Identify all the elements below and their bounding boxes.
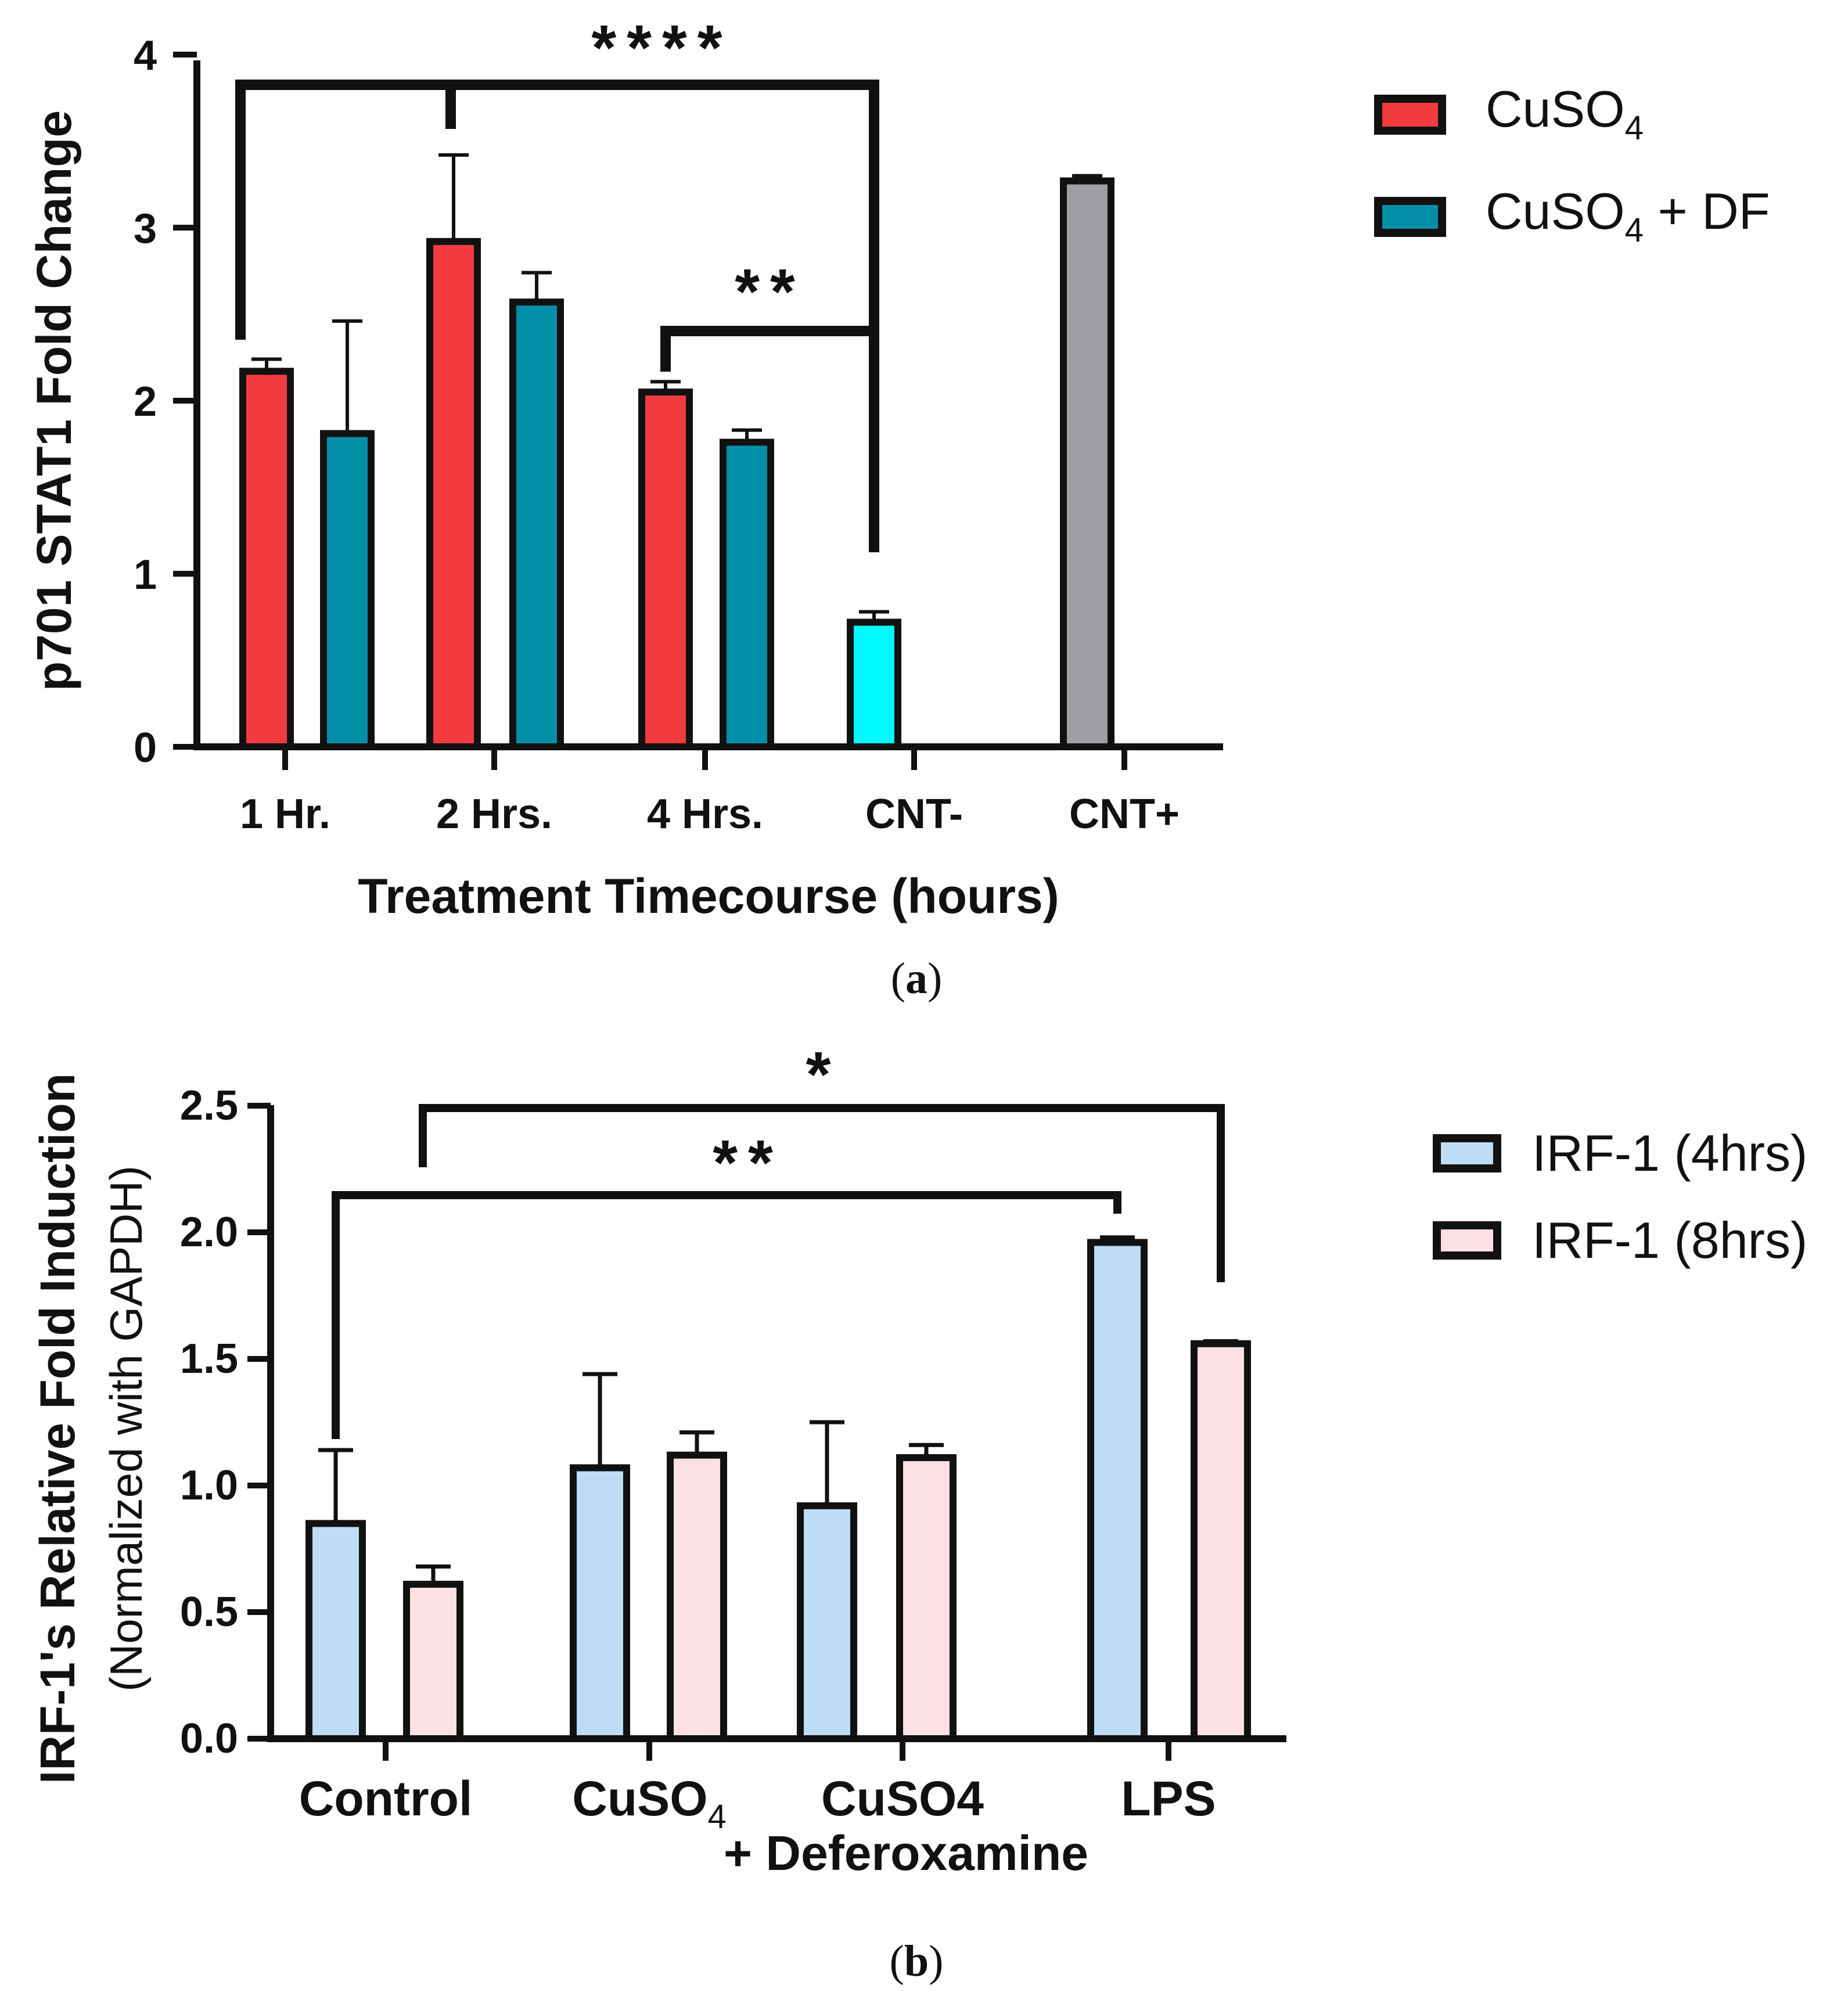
panel-label-a: (a) bbox=[891, 954, 943, 1003]
bar-a-cuso4-df-2-hrs bbox=[509, 298, 564, 750]
chart-a-legend: CuSO4 CuSO4 + DF bbox=[1374, 80, 1770, 249]
bar-a-cuso4-df-1-hr bbox=[320, 430, 375, 750]
x-tick-label-a-cnt: CNT+ bbox=[1069, 791, 1180, 837]
y-tick-label-a-0: 0 bbox=[134, 725, 157, 771]
bar-b-irf-1-4hrs-cuso4 bbox=[570, 1464, 630, 1742]
chart-a-x-title: Treatment Timecourse (hours) bbox=[358, 869, 1059, 923]
y-tick-label-a-2: 2 bbox=[134, 379, 157, 425]
legend-label-cuso4: CuSO4 bbox=[1486, 80, 1644, 147]
bar-a-cuso4-2-hrs bbox=[426, 238, 481, 750]
chart-a-error-bars bbox=[251, 153, 1102, 623]
legend-swatch-irf1-4hrs bbox=[1433, 1134, 1501, 1172]
category-label-cuso4-deferoxamine-line2: + Deferoxamine bbox=[724, 1826, 1088, 1880]
legend-swatch-irf1-8hrs bbox=[1433, 1221, 1501, 1260]
y-tick-label-b-2-0: 2.0 bbox=[180, 1209, 238, 1256]
sig-label-b-2: ** bbox=[713, 1127, 783, 1199]
y-tick-label-a-3: 3 bbox=[134, 206, 157, 252]
chart-b-x-ticks bbox=[383, 1739, 1171, 1761]
sig-bracket-a-1 bbox=[235, 80, 879, 552]
bar-b-irf-1-8hrs-cuso4 bbox=[667, 1451, 727, 1742]
chart-a-y-ticks: 0 1 2 3 4 bbox=[134, 33, 197, 771]
y-tick-label-a-4: 4 bbox=[134, 33, 157, 79]
sig-bracket-a-2 bbox=[660, 326, 874, 372]
sig-bracket-b-2 bbox=[332, 1191, 1121, 1439]
x-tick-label-a-2-hrs: 2 Hrs. bbox=[436, 791, 552, 837]
chart-a-x-ticks: 1 Hr. 2 Hrs. 4 Hrs. CNT- CNT+ bbox=[240, 747, 1180, 837]
sig-label-a-2: ** bbox=[735, 256, 806, 328]
chart-b-error-bars bbox=[318, 1235, 1238, 1585]
legend-swatch-cuso4 bbox=[1374, 95, 1446, 135]
y-tick-label-b-2-5: 2.5 bbox=[180, 1082, 238, 1129]
y-tick-label-b-0-0: 0.0 bbox=[180, 1715, 238, 1762]
chart-b: 0.0 0.5 1.0 1.5 2.0 2.5 * ** IRF-1's Relative… bbox=[30, 1039, 1807, 1986]
bar-a-cuso4-1-hr bbox=[239, 368, 294, 750]
legend-label-cuso4-df: CuSO4 + DF bbox=[1486, 182, 1770, 249]
category-label-cuso4: CuSO4 bbox=[572, 1771, 727, 1836]
legend-swatch-cuso4-df bbox=[1374, 197, 1446, 237]
bar-b-irf-1-4hrs-lps bbox=[1087, 1239, 1148, 1742]
y-tick-label-b-1-5: 1.5 bbox=[180, 1336, 238, 1382]
category-label-cuso4-deferoxamine-line1: CuSO4 bbox=[821, 1771, 984, 1826]
chart-b-y-subtitle: (Normalized with GAPDH) bbox=[100, 1166, 152, 1692]
bar-b-irf-1-4hrs-cuso4-deferoxamine bbox=[797, 1502, 857, 1742]
legend-label-irf1-4hrs: IRF-1 (4hrs) bbox=[1532, 1124, 1807, 1182]
panel-label-b: (b) bbox=[890, 1937, 944, 1986]
chart-a-bars bbox=[239, 177, 1114, 751]
bar-a-cnt-cnt bbox=[1060, 177, 1114, 751]
bar-b-irf-1-8hrs-lps bbox=[1191, 1340, 1251, 1743]
chart-b-category-labels: Control CuSO4 CuSO4 + Deferoxamine LPS bbox=[299, 1771, 1216, 1880]
bar-b-irf-1-4hrs-control bbox=[305, 1520, 366, 1742]
chart-b-y-ticks: 0.0 0.5 1.0 1.5 2.0 2.5 bbox=[180, 1082, 271, 1762]
y-tick-label-a-1: 1 bbox=[134, 552, 157, 598]
sig-bracket-b-1 bbox=[419, 1104, 1225, 1282]
bar-b-irf-1-8hrs-control bbox=[403, 1581, 463, 1743]
bar-b-irf-1-8hrs-cuso4-deferoxamine bbox=[896, 1454, 957, 1743]
chart-a-significance bbox=[235, 80, 879, 552]
bar-a-cuso4-df-4-hrs bbox=[720, 438, 774, 750]
x-tick-label-a-4-hrs: 4 Hrs. bbox=[647, 791, 763, 837]
category-label-control: Control bbox=[299, 1771, 473, 1826]
chart-b-bars bbox=[305, 1239, 1251, 1743]
legend-item-cuso4-df: CuSO4 + DF bbox=[1374, 182, 1770, 249]
chart-b-significance bbox=[332, 1104, 1225, 1439]
sig-label-b-1: * bbox=[806, 1039, 842, 1110]
x-tick-label-a-1-hr: 1 Hr. bbox=[240, 791, 330, 837]
legend-label-irf1-8hrs: IRF-1 (8hrs) bbox=[1532, 1211, 1807, 1269]
x-tick-label-a-cnt: CNT- bbox=[865, 791, 963, 837]
bar-a-cnt-cnt bbox=[847, 618, 901, 750]
legend-item-irf1-8hrs: IRF-1 (8hrs) bbox=[1433, 1211, 1807, 1269]
chart-b-y-title: IRF-1's Relative Fold Induction bbox=[30, 1073, 85, 1784]
chart-b-legend: IRF-1 (4hrs) IRF-1 (8hrs) bbox=[1433, 1124, 1807, 1269]
y-tick-label-b-1-0: 1.0 bbox=[180, 1462, 238, 1509]
sig-label-a-1: **** bbox=[591, 12, 732, 84]
legend-item-cuso4: CuSO4 bbox=[1374, 80, 1644, 147]
bar-a-cuso4-4-hrs bbox=[638, 389, 693, 750]
y-tick-label-b-0-5: 0.5 bbox=[180, 1589, 238, 1635]
legend-item-irf1-4hrs: IRF-1 (4hrs) bbox=[1433, 1124, 1807, 1182]
category-label-lps: LPS bbox=[1121, 1771, 1216, 1826]
chart-a-y-title: p701 STAT1 Fold Change bbox=[27, 110, 81, 691]
